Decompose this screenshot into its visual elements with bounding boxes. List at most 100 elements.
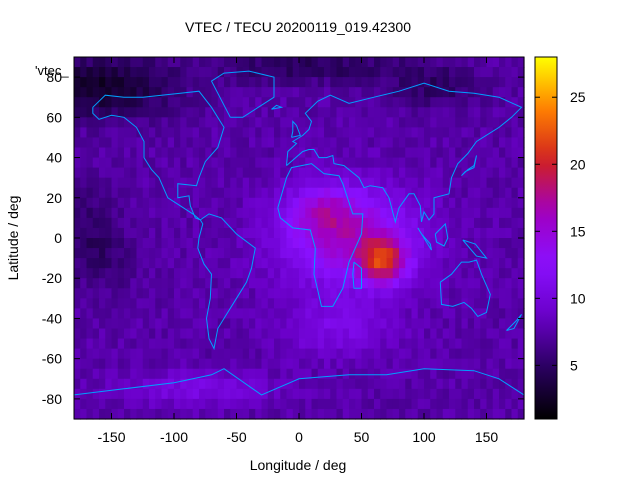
- heat-cell: [386, 157, 394, 169]
- heat-cell: [492, 328, 500, 340]
- heat-cell: [505, 217, 513, 229]
- heat-cell: [249, 157, 256, 169]
- heat-cell: [249, 107, 256, 118]
- heat-cell: [417, 408, 425, 420]
- heat-cell: [136, 207, 144, 219]
- heat-cell: [449, 187, 456, 199]
- heat-cell: [480, 288, 488, 299]
- heat-cell: [111, 147, 119, 159]
- heat-cell: [399, 268, 406, 279]
- heat-cell: [142, 308, 150, 320]
- heat-cell: [92, 358, 100, 370]
- heat-cell: [255, 388, 263, 400]
- heat-cell: [174, 348, 181, 360]
- heat-cell: [405, 318, 413, 330]
- heat-cell: [317, 338, 325, 350]
- heat-cell: [330, 57, 338, 68]
- heat-cell: [105, 358, 113, 370]
- heat-cell: [280, 278, 288, 289]
- heat-cell: [517, 207, 525, 219]
- heat-cell: [142, 238, 150, 249]
- heat-cell: [324, 238, 331, 249]
- heat-cell: [355, 177, 363, 189]
- heat-cell: [305, 308, 313, 320]
- heat-cell: [324, 157, 331, 169]
- heat-cell: [292, 308, 300, 320]
- heat-cell: [461, 197, 469, 209]
- heat-cell: [342, 197, 350, 209]
- heat-cell: [174, 238, 181, 249]
- heat-cell: [124, 318, 131, 330]
- heat-cell: [311, 368, 319, 380]
- heat-cell: [324, 388, 331, 400]
- heat-cell: [267, 87, 275, 98]
- heat-cell: [255, 77, 263, 88]
- heat-cell: [411, 227, 419, 239]
- heat-cell: [186, 328, 194, 340]
- heat-cell: [117, 97, 125, 108]
- heat-cell: [199, 268, 206, 279]
- heat-cell: [186, 77, 194, 88]
- heat-cell: [299, 87, 306, 98]
- heat-cell: [224, 398, 231, 410]
- heat-cell: [474, 207, 481, 219]
- heat-cell: [399, 328, 406, 340]
- heat-cell: [286, 217, 294, 229]
- heat-cell: [374, 217, 381, 229]
- heat-cell: [392, 97, 400, 108]
- heat-cell: [255, 137, 263, 149]
- heat-cell: [224, 378, 231, 390]
- heat-cell: [461, 278, 469, 289]
- heat-cell: [480, 87, 488, 98]
- heat-cell: [155, 197, 163, 209]
- heat-cell: [261, 308, 269, 320]
- heat-cell: [267, 67, 275, 78]
- heat-cell: [167, 167, 175, 179]
- heat-cell: [461, 408, 469, 420]
- heat-cell: [330, 268, 338, 279]
- heat-cell: [461, 238, 469, 249]
- heat-cell: [467, 358, 475, 370]
- heat-cell: [430, 248, 438, 259]
- heat-cell: [280, 227, 288, 239]
- heat-cell: [155, 217, 163, 229]
- heat-cell: [280, 288, 288, 299]
- heat-cell: [455, 368, 463, 380]
- heat-cell: [317, 177, 325, 189]
- heat-cell: [392, 388, 400, 400]
- heat-cell: [342, 87, 350, 98]
- heat-cell: [111, 278, 119, 289]
- heat-cell: [417, 328, 425, 340]
- heat-cell: [324, 298, 331, 309]
- heat-cell: [192, 97, 200, 108]
- heat-cell: [486, 408, 494, 420]
- heat-cell: [167, 137, 175, 149]
- heat-cell: [317, 328, 325, 340]
- heat-cell: [511, 398, 519, 410]
- heat-cell: [180, 67, 188, 78]
- heat-cell: [374, 328, 381, 340]
- heat-cell: [149, 227, 156, 239]
- heat-cell: [255, 127, 263, 139]
- heat-cell: [505, 348, 513, 360]
- heat-cell: [130, 67, 138, 78]
- heat-cell: [267, 378, 275, 390]
- heat-cell: [499, 368, 506, 380]
- heat-cell: [411, 388, 419, 400]
- heat-cell: [330, 167, 338, 179]
- heat-cell: [267, 157, 275, 169]
- heat-cell: [274, 258, 281, 269]
- heat-cell: [92, 398, 100, 410]
- x-tick-label: 150: [475, 429, 499, 445]
- heat-cell: [480, 207, 488, 219]
- heat-cell: [480, 318, 488, 330]
- heat-cell: [386, 167, 394, 179]
- heat-cell: [442, 348, 450, 360]
- y-tick-label: -20: [42, 270, 62, 286]
- heat-cell: [455, 127, 463, 139]
- heat-cell: [336, 358, 344, 370]
- heat-cell: [142, 67, 150, 78]
- heat-cell: [142, 408, 150, 420]
- heat-cell: [80, 288, 88, 299]
- heat-cell: [117, 348, 125, 360]
